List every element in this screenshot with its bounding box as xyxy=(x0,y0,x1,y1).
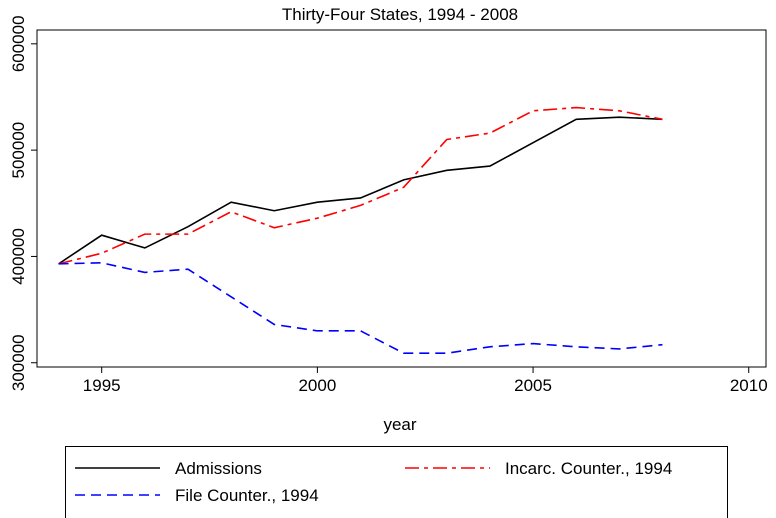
plot-frame xyxy=(36,29,767,368)
series-line xyxy=(58,116,663,265)
y-tick-label: 300000 xyxy=(9,334,28,391)
legend-label: Admissions xyxy=(175,459,262,478)
x-tick-label: 2005 xyxy=(514,376,552,395)
x-tick-label: 2010 xyxy=(730,376,768,395)
x-axis-label: year xyxy=(383,415,416,434)
y-tick-label: 600000 xyxy=(9,15,28,72)
chart-title: Thirty-Four States, 1994 - 2008 xyxy=(282,5,518,24)
x-tick-label: 1995 xyxy=(83,376,121,395)
legend-label: File Counter., 1994 xyxy=(175,486,319,505)
series-line xyxy=(58,262,663,354)
y-tick-label: 500000 xyxy=(9,122,28,179)
y-tick-label: 400000 xyxy=(9,228,28,285)
x-tick-label: 2000 xyxy=(298,376,336,395)
series-line xyxy=(58,106,663,265)
legend-label: Incarc. Counter., 1994 xyxy=(505,459,672,478)
legend-box xyxy=(65,446,728,518)
